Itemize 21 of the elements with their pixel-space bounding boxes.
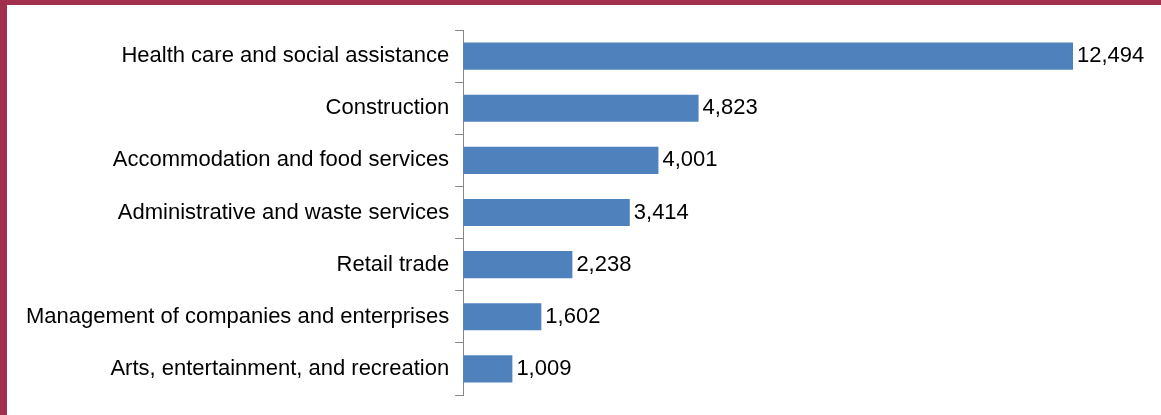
data-label: 12,494 [1077, 42, 1145, 68]
bar [463, 94, 699, 122]
data-label: 1,009 [516, 354, 572, 380]
y-tick-label: Management of companies and enterprises [25, 302, 450, 328]
y-tick-label: Retail trade [336, 250, 450, 276]
y-tick-label: Arts, entertainment, and recreation [110, 354, 450, 380]
y-tick-label: Administrative and waste services [117, 198, 450, 224]
bar [463, 251, 573, 279]
bar [463, 198, 630, 227]
data-label: 1,602 [545, 302, 601, 328]
y-tick-label: Health care and social assistance [121, 42, 450, 68]
bar [463, 303, 542, 331]
y-tick-label: Construction [325, 94, 450, 120]
y-tick-label: Accommodation and food services [112, 146, 450, 172]
data-label: 3,414 [633, 198, 689, 224]
data-label: 2,238 [576, 250, 632, 276]
data-label: 4,001 [662, 146, 718, 172]
bar [463, 42, 1073, 70]
data-label: 4,823 [702, 94, 758, 120]
bar [463, 355, 513, 383]
bar [463, 146, 659, 174]
